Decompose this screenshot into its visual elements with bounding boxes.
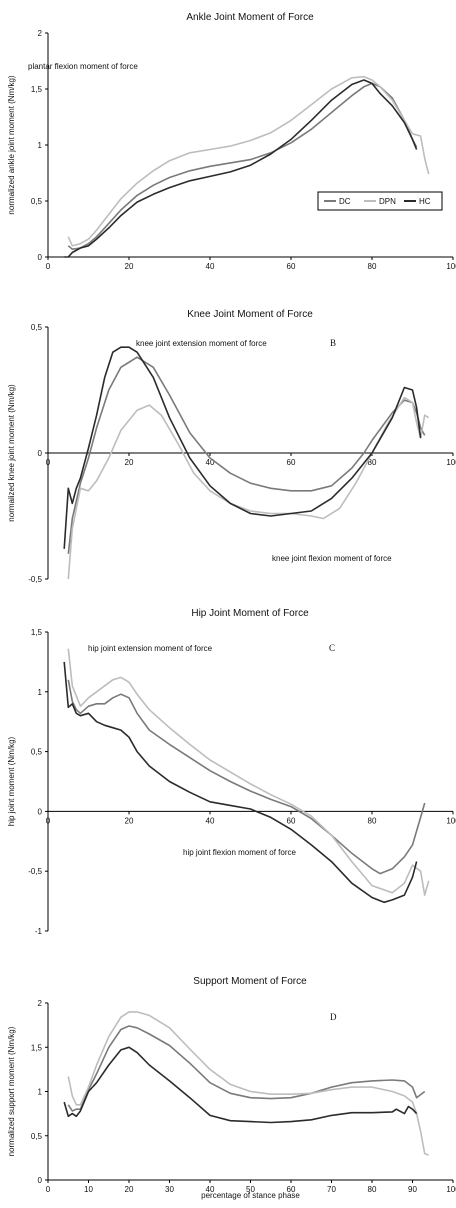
legend-label-dc: DC <box>339 197 351 206</box>
chart-title: Hip Joint Moment of Force <box>191 608 309 619</box>
x-tick-label: 40 <box>206 262 215 271</box>
x-tick-label: 20 <box>125 458 134 467</box>
y-tick-label: 1 <box>38 688 43 697</box>
y-tick-label: -0,5 <box>28 575 42 584</box>
chart-panel-3: Hip Joint Moment of Force C -1 -0,5 0 0,5 1 1,5… <box>7 608 456 936</box>
panel-letter: B <box>330 338 336 348</box>
y-tick-label: 2 <box>38 999 43 1008</box>
y-tick-label: 0,5 <box>31 323 43 332</box>
annotation: plantar flexion moment of force <box>28 62 138 71</box>
x-tick-label: 80 <box>368 1185 377 1194</box>
annotation: hip joint flexion moment of force <box>183 848 296 857</box>
x-tick-label: 90 <box>408 1185 417 1194</box>
x-tick-label: 0 <box>46 458 51 467</box>
legend-label-hc: HC <box>419 197 431 206</box>
series-line-dc <box>67 82 418 250</box>
y-axis-label: normalized support moment (Nm/kg) <box>7 1026 16 1156</box>
x-tick-label: 100 <box>446 262 456 271</box>
annotation: knee joint flexion moment of force <box>272 554 392 563</box>
y-tick-label: 1 <box>38 1088 43 1097</box>
y-tick-label: -0,5 <box>28 867 42 876</box>
panel-letter: C <box>329 643 335 653</box>
y-tick-label: 0,5 <box>31 748 43 757</box>
series-line-hc <box>63 661 418 904</box>
x-tick-label: 0 <box>46 816 51 825</box>
series-line-hc <box>63 346 422 549</box>
x-tick-label: 0 <box>46 262 51 271</box>
y-tick-label: 1,5 <box>31 1043 43 1052</box>
series-line-dpn <box>67 396 430 580</box>
x-tick-label: 50 <box>246 1185 255 1194</box>
x-tick-label: 40 <box>206 1185 215 1194</box>
x-tick-label: 100 <box>446 1185 456 1194</box>
x-tick-label: 70 <box>327 1185 336 1194</box>
y-tick-label: 1,5 <box>31 85 43 94</box>
chart-panel-2: Knee Joint Moment of Force B -0,5 0 0,5 0 20 40… <box>7 309 456 584</box>
x-tick-label: 20 <box>125 262 134 271</box>
x-tick-label: 20 <box>125 816 134 825</box>
y-tick-label: 0 <box>38 1176 43 1185</box>
series-line-hc <box>63 1046 418 1124</box>
chart-title: Knee Joint Moment of Force <box>187 309 313 320</box>
x-tick-label: 10 <box>84 1185 93 1194</box>
annotation: hip joint extension moment of force <box>88 644 213 653</box>
chart-title: Ankle Joint Moment of Force <box>186 12 314 23</box>
x-tick-label: 100 <box>446 458 456 467</box>
y-tick-label: 1,5 <box>31 628 43 637</box>
y-tick-label: 2 <box>38 29 43 38</box>
x-tick-label: 80 <box>368 816 377 825</box>
y-axis-label: normalized ankle joint moment (Nm/kg) <box>7 75 16 214</box>
x-tick-label: 80 <box>368 262 377 271</box>
legend-box <box>317 191 443 211</box>
series-line-hc <box>64 79 418 258</box>
legend-label-dpn: DPN <box>379 197 396 206</box>
x-tick-label: 40 <box>206 458 215 467</box>
series-line-dc <box>67 679 426 875</box>
legend: DC DPN HC <box>317 191 443 211</box>
series-line-dpn <box>67 75 430 247</box>
y-axis-label: hip joint moment (Nm/kg) <box>7 736 16 826</box>
x-tick-label: 80 <box>368 458 377 467</box>
series-line-dpn <box>67 1011 430 1156</box>
chart-title: Support Moment of Force <box>193 976 307 987</box>
y-axis-label: normalized knee joint moment (Nm/kg) <box>7 384 16 522</box>
y-tick-label: 1 <box>38 141 43 150</box>
x-tick-label: 40 <box>206 816 215 825</box>
y-tick-label: 0 <box>38 807 43 816</box>
x-axis-label: percentage of stance phase <box>201 1191 300 1200</box>
x-tick-label: 0 <box>46 1185 51 1194</box>
panel-letter: D <box>330 1012 337 1022</box>
x-tick-label: 60 <box>287 1185 296 1194</box>
y-tick-label: 0,5 <box>31 197 43 206</box>
y-tick-label: 0 <box>38 253 43 262</box>
x-tick-label: 100 <box>446 816 456 825</box>
y-tick-label: 0 <box>38 449 43 458</box>
x-tick-label: 20 <box>125 1185 134 1194</box>
y-tick-label: 0,5 <box>31 1132 43 1141</box>
series-line-dc <box>67 1025 426 1112</box>
series-line-dpn <box>67 648 430 896</box>
x-tick-label: 60 <box>287 262 296 271</box>
annotation: knee joint extension moment of force <box>136 339 267 348</box>
y-tick-label: -1 <box>35 927 43 936</box>
x-tick-label: 30 <box>165 1185 174 1194</box>
x-tick-label: 60 <box>287 458 296 467</box>
x-tick-label: 60 <box>287 816 296 825</box>
